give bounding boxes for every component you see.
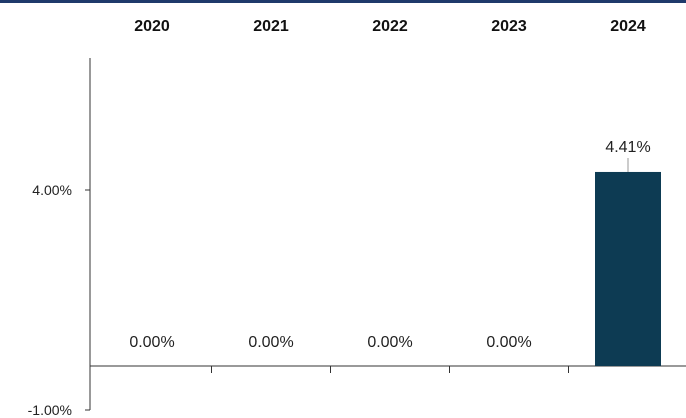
category-label-2021: 2021 [253,18,289,35]
data-label-2023: 0.00% [486,334,531,351]
data-label-2022: 0.00% [367,334,412,351]
data-label-2024: 4.41% [605,139,650,156]
data-label-2021: 0.00% [248,334,293,351]
category-label-2022: 2022 [372,18,408,35]
y-tick-label: 4.00% [32,182,72,198]
y-tick-label: -1.00% [28,402,72,418]
category-label-2024: 2024 [610,18,646,35]
data-label-2020: 0.00% [129,334,174,351]
category-label-2023: 2023 [491,18,527,35]
bar-2024 [595,171,661,366]
category-label-2020: 2020 [134,18,170,35]
